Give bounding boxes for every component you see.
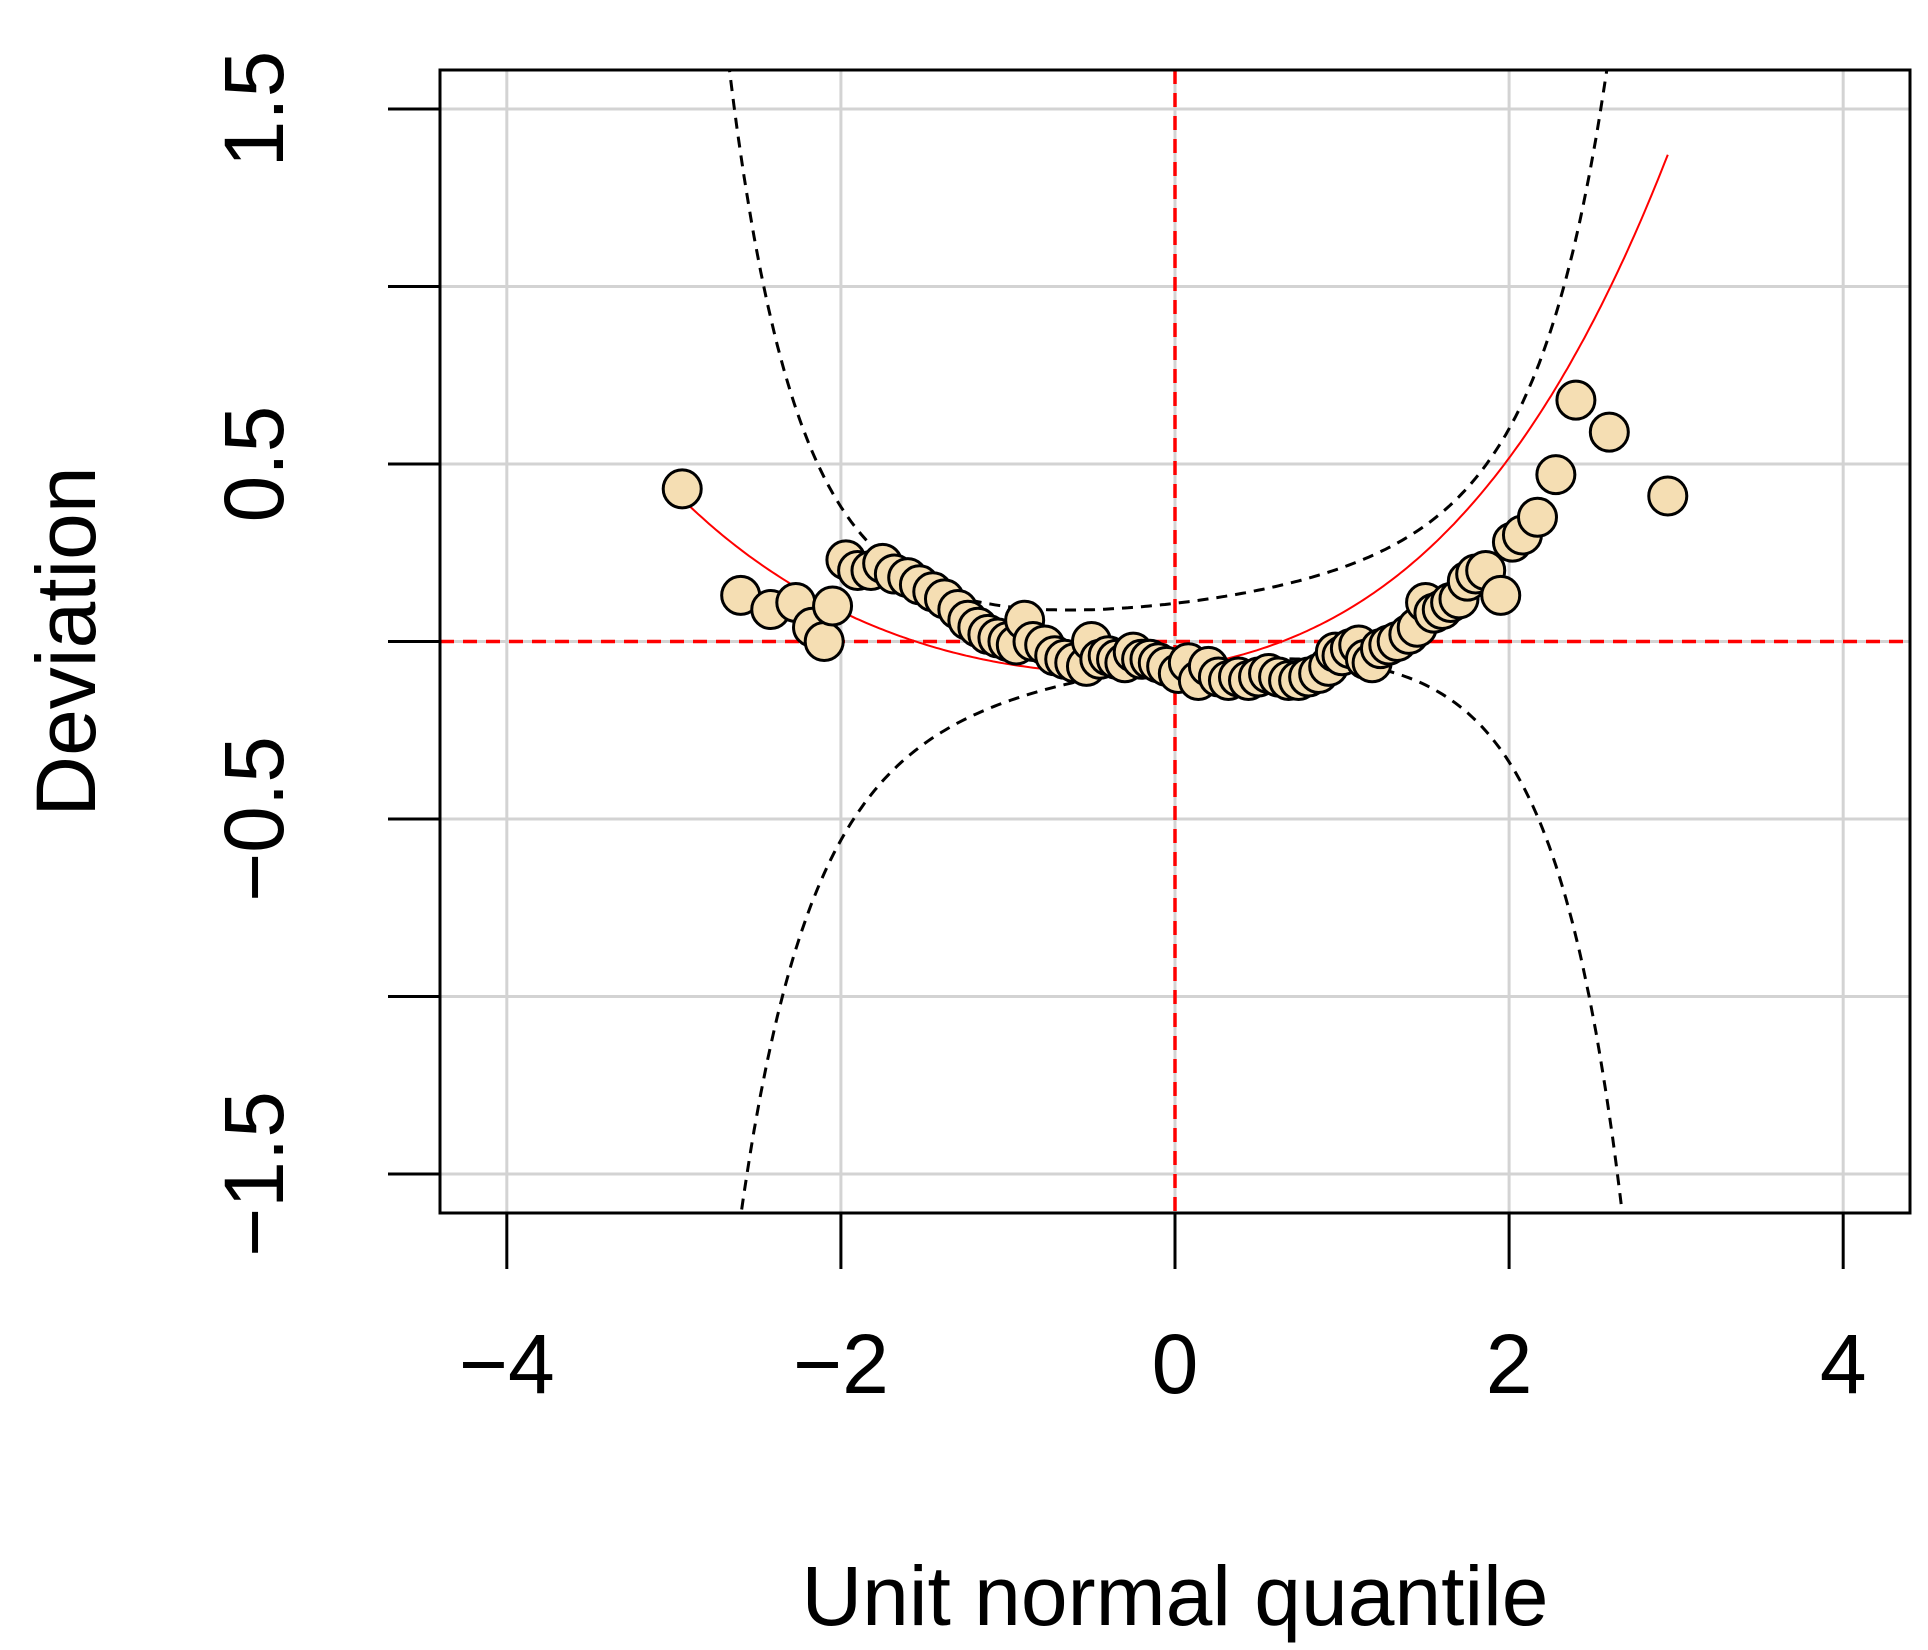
x-tick-label: 4 — [1820, 1317, 1867, 1411]
y-tick-label: 0.5 — [207, 406, 301, 523]
band-lower — [739, 657, 1624, 1213]
x-tick-label: 2 — [1486, 1317, 1533, 1411]
y-tick-label: 1.5 — [207, 51, 301, 168]
x-tick-label: −4 — [459, 1317, 555, 1411]
x-tick-label: 0 — [1152, 1317, 1199, 1411]
band-upper — [727, 70, 1609, 612]
reference-lines — [440, 70, 1910, 1213]
data-point — [1480, 574, 1522, 616]
data-point — [812, 585, 854, 627]
x-tick-label: −2 — [793, 1317, 889, 1411]
data-point — [1588, 411, 1630, 453]
data-point — [661, 468, 703, 510]
data-point — [1516, 496, 1558, 538]
data-point — [1555, 379, 1597, 421]
x-axis-title: Unit normal quantile — [801, 1549, 1548, 1643]
y-tick-label: −1.5 — [207, 1091, 301, 1257]
data-point — [1647, 475, 1689, 517]
data-point — [803, 621, 845, 662]
data-points — [661, 379, 1689, 702]
y-axis-title: Deviation — [19, 466, 113, 816]
y-tick-label: −0.5 — [207, 736, 301, 902]
axes: −4 −2 0 2 4 −1.5 −0.5 0.5 1.5 — [207, 51, 1867, 1411]
data-point — [1535, 454, 1577, 496]
